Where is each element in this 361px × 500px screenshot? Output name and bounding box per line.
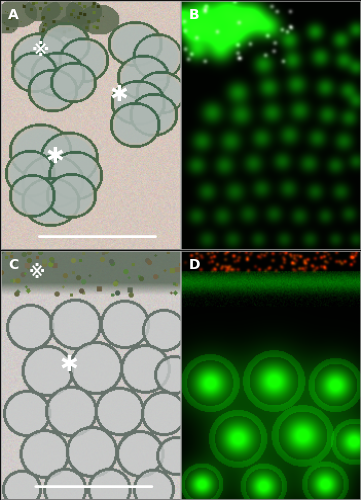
Text: ✱: ✱ [110,85,128,105]
Text: ※: ※ [29,264,45,282]
Text: D: D [188,258,200,272]
Text: ✱: ✱ [45,147,64,167]
Text: ✱: ✱ [60,355,78,375]
Text: A: A [8,8,19,22]
Text: B: B [188,8,199,22]
Text: C: C [8,258,18,272]
Text: ※: ※ [31,42,49,60]
